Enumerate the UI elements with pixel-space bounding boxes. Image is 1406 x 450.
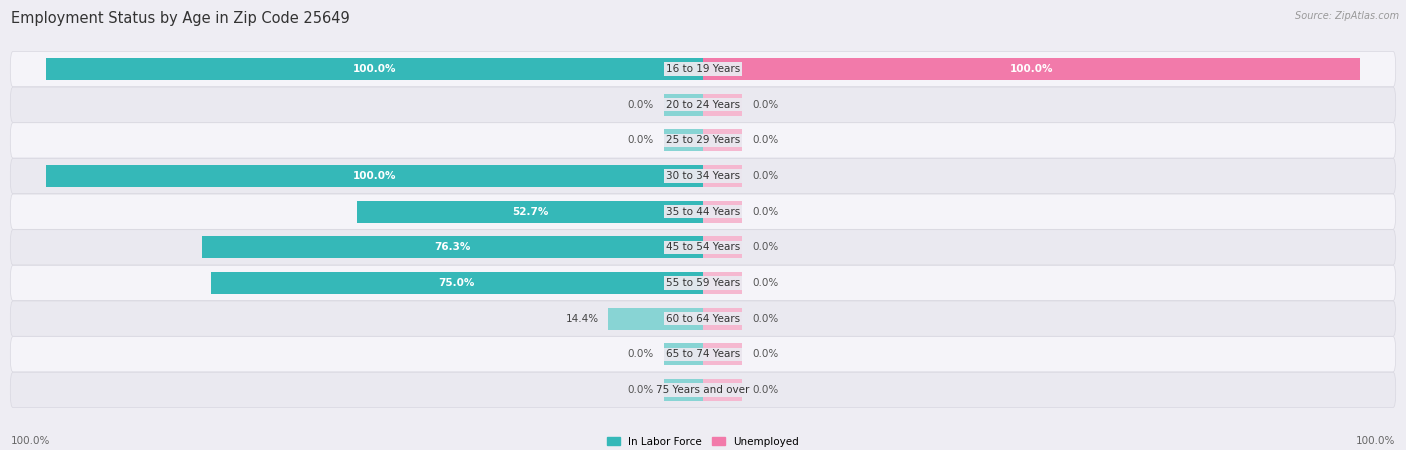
- Bar: [703, 272, 742, 294]
- Bar: [46, 165, 703, 187]
- Text: 20 to 24 Years: 20 to 24 Years: [666, 100, 740, 110]
- Text: Employment Status by Age in Zip Code 25649: Employment Status by Age in Zip Code 256…: [11, 11, 350, 26]
- Text: 100.0%: 100.0%: [353, 171, 396, 181]
- Text: 75 Years and over: 75 Years and over: [657, 385, 749, 395]
- Text: 14.4%: 14.4%: [565, 314, 599, 324]
- Legend: In Labor Force, Unemployed: In Labor Force, Unemployed: [603, 433, 803, 450]
- FancyBboxPatch shape: [10, 230, 1396, 265]
- Text: 75.0%: 75.0%: [439, 278, 475, 288]
- Text: 52.7%: 52.7%: [512, 207, 548, 217]
- FancyBboxPatch shape: [10, 372, 1396, 408]
- Bar: [664, 94, 703, 116]
- Bar: [703, 201, 742, 223]
- Bar: [703, 379, 742, 401]
- FancyBboxPatch shape: [10, 123, 1396, 158]
- Text: 100.0%: 100.0%: [11, 436, 51, 446]
- Text: 0.0%: 0.0%: [752, 207, 779, 217]
- Text: 100.0%: 100.0%: [353, 64, 396, 74]
- Text: 0.0%: 0.0%: [752, 314, 779, 324]
- Text: 0.0%: 0.0%: [752, 100, 779, 110]
- Text: 100.0%: 100.0%: [1010, 64, 1053, 74]
- Text: 0.0%: 0.0%: [752, 242, 779, 252]
- FancyBboxPatch shape: [10, 301, 1396, 336]
- Bar: [703, 236, 742, 258]
- Text: Source: ZipAtlas.com: Source: ZipAtlas.com: [1295, 11, 1399, 21]
- FancyBboxPatch shape: [10, 87, 1396, 122]
- Text: 65 to 74 Years: 65 to 74 Years: [666, 349, 740, 359]
- Text: 25 to 29 Years: 25 to 29 Years: [666, 135, 740, 145]
- Bar: [703, 165, 742, 187]
- Text: 0.0%: 0.0%: [752, 135, 779, 145]
- Text: 76.3%: 76.3%: [434, 242, 471, 252]
- Text: 35 to 44 Years: 35 to 44 Years: [666, 207, 740, 217]
- Bar: [703, 307, 742, 330]
- Text: 0.0%: 0.0%: [752, 278, 779, 288]
- Bar: [46, 58, 703, 80]
- Text: 60 to 64 Years: 60 to 64 Years: [666, 314, 740, 324]
- Text: 0.0%: 0.0%: [627, 385, 654, 395]
- Bar: [664, 343, 703, 365]
- Text: 0.0%: 0.0%: [752, 171, 779, 181]
- Text: 55 to 59 Years: 55 to 59 Years: [666, 278, 740, 288]
- FancyBboxPatch shape: [10, 51, 1396, 87]
- Text: 30 to 34 Years: 30 to 34 Years: [666, 171, 740, 181]
- Text: 0.0%: 0.0%: [627, 349, 654, 359]
- Bar: [664, 379, 703, 401]
- FancyBboxPatch shape: [10, 266, 1396, 301]
- Text: 0.0%: 0.0%: [627, 100, 654, 110]
- Bar: [211, 272, 703, 294]
- Text: 16 to 19 Years: 16 to 19 Years: [666, 64, 740, 74]
- FancyBboxPatch shape: [10, 194, 1396, 230]
- Bar: [357, 201, 703, 223]
- FancyBboxPatch shape: [10, 337, 1396, 372]
- Bar: [703, 94, 742, 116]
- Text: 45 to 54 Years: 45 to 54 Years: [666, 242, 740, 252]
- Bar: [202, 236, 703, 258]
- Bar: [703, 343, 742, 365]
- Bar: [703, 58, 1360, 80]
- Text: 0.0%: 0.0%: [627, 135, 654, 145]
- Bar: [609, 307, 703, 330]
- FancyBboxPatch shape: [10, 158, 1396, 194]
- Bar: [664, 129, 703, 152]
- Bar: [703, 129, 742, 152]
- Text: 0.0%: 0.0%: [752, 385, 779, 395]
- Text: 0.0%: 0.0%: [752, 349, 779, 359]
- Text: 100.0%: 100.0%: [1355, 436, 1395, 446]
